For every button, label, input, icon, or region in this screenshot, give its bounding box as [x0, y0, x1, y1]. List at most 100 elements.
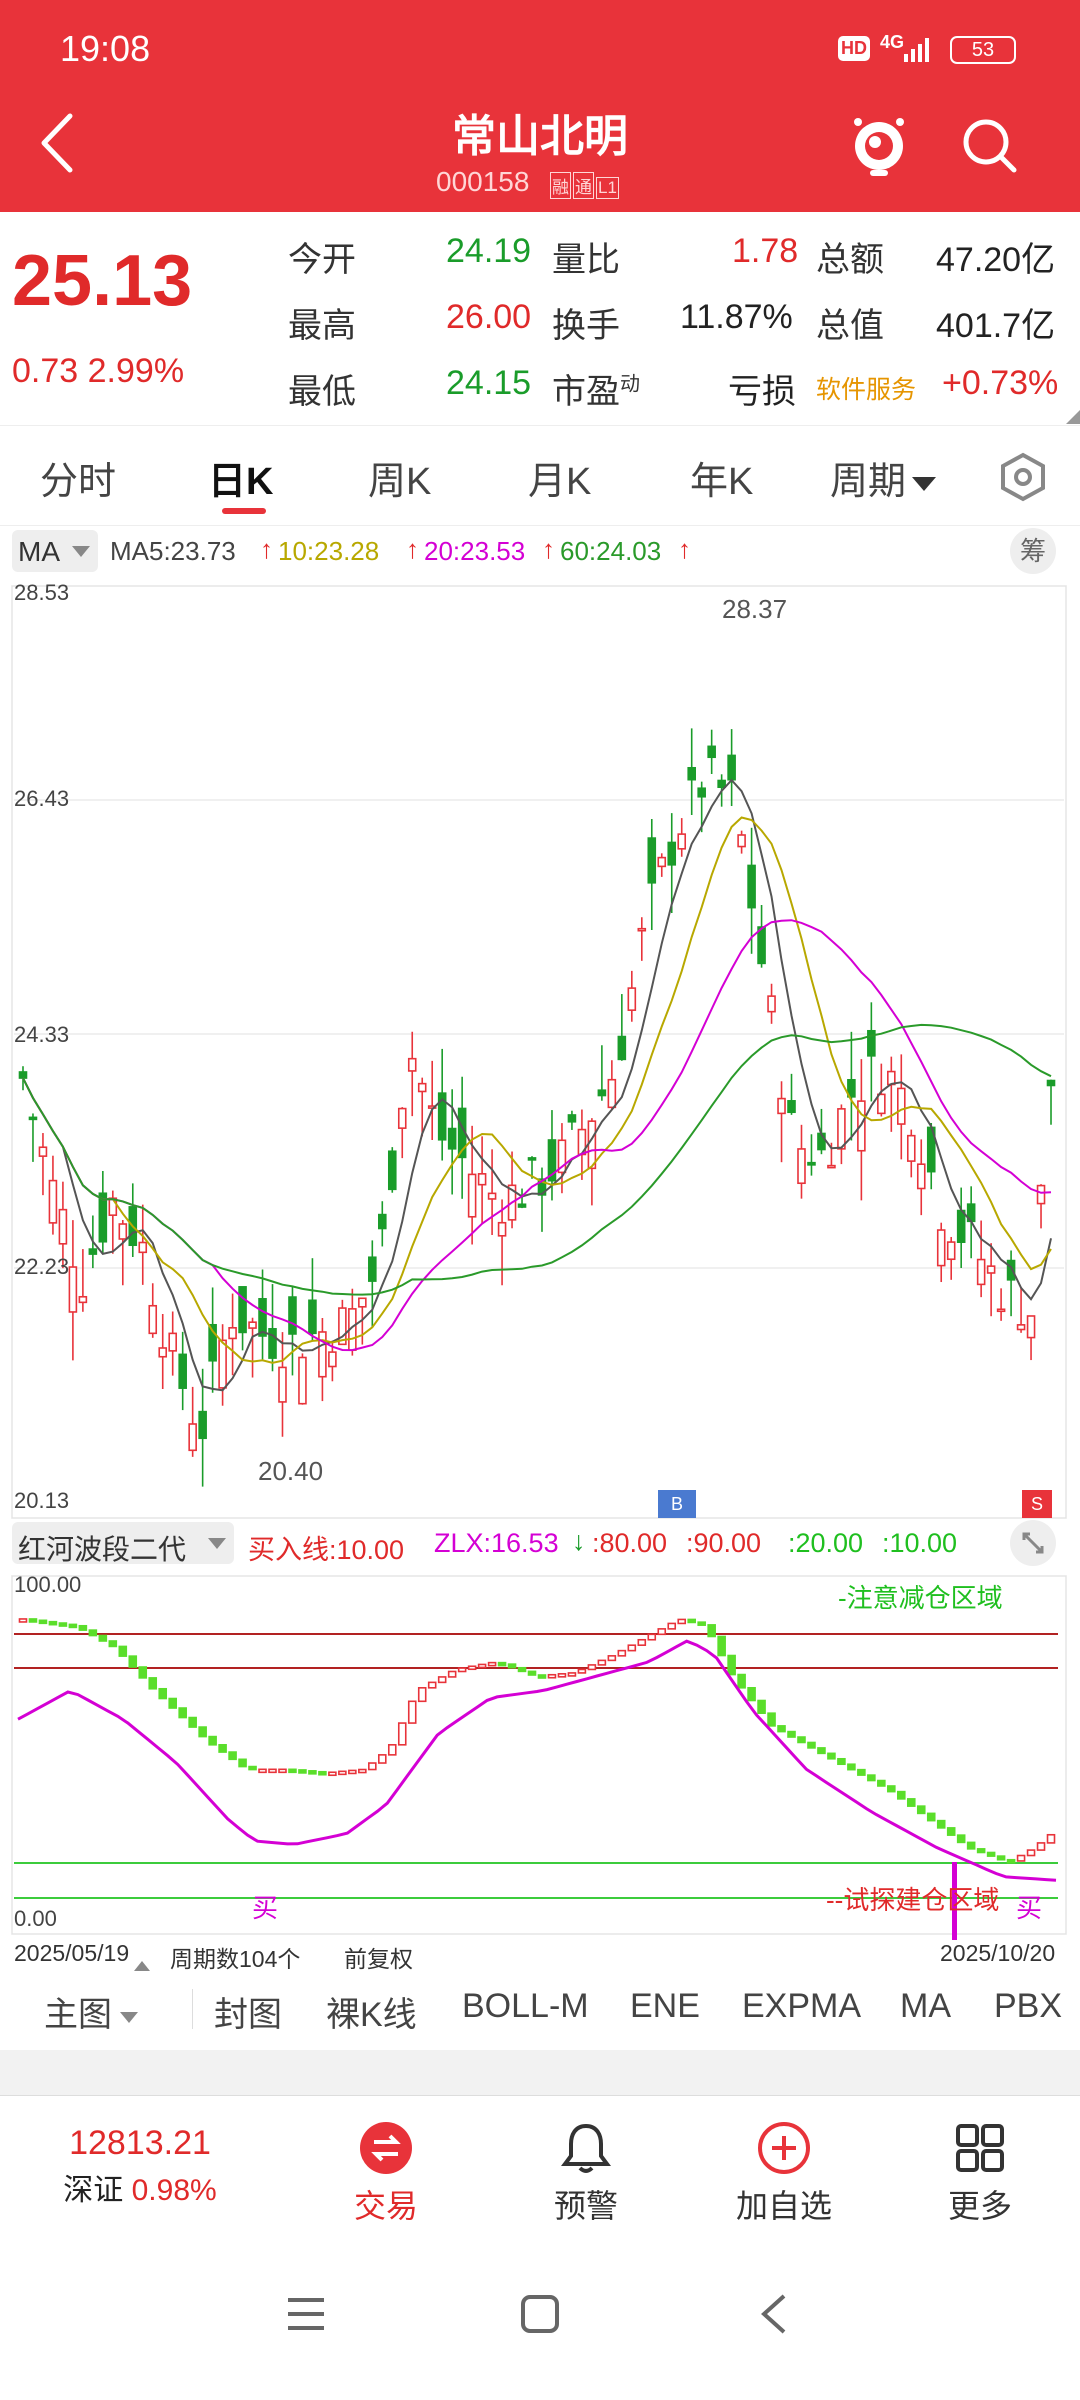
tab-intraday[interactable]: 分时 [40, 461, 117, 503]
tab-boll-m[interactable]: BOLL-M [462, 1987, 589, 2025]
indicator-bar [88, 1629, 98, 1637]
adjust-mode[interactable]: 前复权 [344, 1946, 413, 1972]
indicator-bar [368, 1762, 377, 1771]
nav-trade[interactable]: 交易 [326, 2120, 446, 2227]
indicator-bar [587, 1664, 597, 1671]
indicator-bar [497, 1661, 507, 1667]
search-icon[interactable] [958, 112, 1020, 178]
mcap-value: 401.7亿 [936, 307, 1056, 345]
index-ticker[interactable]: 12813.21 深证 0.98% [30, 2124, 250, 2209]
menu-icon[interactable] [286, 2296, 326, 2332]
robot-assistant-icon[interactable] [848, 112, 910, 178]
indicator-bar [387, 1744, 397, 1756]
tab-expma[interactable]: EXPMA [742, 1987, 862, 2025]
chip-distribution-button[interactable]: 筹 [1010, 528, 1056, 574]
pe-label-text: 市盈 [552, 373, 620, 411]
network-icon: 4G [880, 32, 905, 52]
candle-body [1036, 1184, 1046, 1205]
back-icon[interactable] [38, 112, 78, 174]
indicator-bar [457, 1667, 467, 1673]
nav-add-watchlist[interactable]: 加自选 [714, 2120, 854, 2227]
nav-more[interactable]: 更多 [920, 2120, 1040, 2227]
expand-chart-button[interactable] [1010, 1520, 1056, 1566]
caret-up-icon [134, 1961, 150, 1971]
tab-period[interactable]: 周期 [830, 450, 937, 505]
tab-yearly-k[interactable]: 年K [690, 461, 754, 503]
indicator-bar [687, 1618, 696, 1624]
indicator-selector[interactable]: 红河波段二代 [12, 1522, 234, 1565]
tab-weekly-k[interactable]: 周K [368, 461, 432, 503]
indicator-bar [148, 1677, 158, 1690]
tab-ene[interactable]: ENE [630, 1987, 700, 2025]
tab-main-chart[interactable]: 主图 [44, 1987, 138, 2036]
caret-down-icon [120, 2011, 138, 2023]
indicator-bar [507, 1663, 517, 1669]
buy-mark-left: 买 [252, 1893, 279, 1923]
sell-signal-text: S [1030, 1494, 1043, 1514]
indicator-bar [68, 1623, 78, 1629]
candle-body [238, 1286, 247, 1334]
candle-body [477, 1173, 487, 1186]
candle-body [1046, 1079, 1056, 1087]
high-price-label: 28.37 [722, 594, 788, 624]
candle-body [527, 1157, 537, 1161]
nav-trade-label: 交易 [353, 2188, 418, 2224]
indicator-bar [248, 1765, 257, 1771]
candle-body [308, 1299, 317, 1335]
candle-body [976, 1258, 986, 1286]
indicator-bar [298, 1769, 307, 1774]
tab-daily-k[interactable]: 日K [208, 461, 274, 503]
indicator-bar [857, 1768, 866, 1776]
nav-alert[interactable]: 预警 [526, 2120, 646, 2227]
indicator-bar [18, 1618, 28, 1623]
tab-naked-k[interactable]: 裸K线 [326, 1996, 417, 2034]
indicator-bar [78, 1624, 88, 1631]
indicator-bar [717, 1635, 726, 1657]
indicator-bar [567, 1672, 577, 1677]
tab-divider [192, 1989, 193, 2029]
indicator-bar [378, 1754, 387, 1764]
tab-seal[interactable]: 封图 [214, 1996, 282, 2034]
ma20-line [22, 919, 1052, 1352]
candle-body [877, 1093, 886, 1115]
candle-body [547, 1139, 557, 1182]
sell-signal-badge: S [1022, 1490, 1052, 1518]
indicator-bar [427, 1681, 437, 1689]
candle-body [517, 1203, 527, 1208]
candle-body [298, 1356, 307, 1405]
indicator-chart[interactable] [0, 1572, 1080, 1942]
ma60-line [22, 1023, 1052, 1296]
price-change: 0.73 2.99% [12, 352, 184, 391]
indicator-bar [897, 1790, 906, 1800]
candlestick-chart[interactable] [0, 578, 1080, 1570]
indicator-bar [358, 1768, 367, 1774]
indicator-bar [278, 1768, 287, 1774]
system-back-icon[interactable] [758, 2292, 788, 2336]
indicator-bar [727, 1654, 736, 1676]
zlx-line [17, 1639, 1057, 1882]
indicator-bar [1006, 1858, 1016, 1864]
settings-hexagon-icon[interactable] [998, 452, 1048, 502]
indicator-bar [767, 1712, 776, 1727]
candle-body [98, 1192, 108, 1243]
tab-main-chart-label: 主图 [44, 1996, 112, 2034]
tab-ma[interactable]: MA [900, 1987, 951, 2025]
ma-selector[interactable]: MA [12, 530, 98, 572]
system-navigation-bar [0, 2240, 1080, 2400]
candle-body [906, 1134, 916, 1162]
home-icon[interactable] [520, 2294, 560, 2334]
tab-pbx[interactable]: PBX [994, 1987, 1063, 2025]
bottom-navigation: 12813.21 深证 0.98% 交易 预警 加自选 更多 [0, 2095, 1080, 2225]
candle-body [358, 1297, 367, 1308]
tab-monthly-k[interactable]: 月K [528, 461, 592, 503]
buy-signal-badge: B [658, 1490, 696, 1518]
indicator-bar [487, 1661, 497, 1667]
indicator-bar [447, 1670, 457, 1678]
indicator-bar [547, 1673, 557, 1679]
sector-name[interactable]: 软件服务 [816, 376, 917, 404]
indicator-bar [697, 1621, 706, 1626]
ma20-value: 20:23.53 [424, 536, 526, 566]
candle-body [677, 833, 687, 850]
indicator-legend-bar: 红河波段二代 买入线:10.00 ZLX:16.53 ↓ :80.00 :90.… [12, 1520, 1080, 1566]
indicator-bar [28, 1618, 38, 1623]
